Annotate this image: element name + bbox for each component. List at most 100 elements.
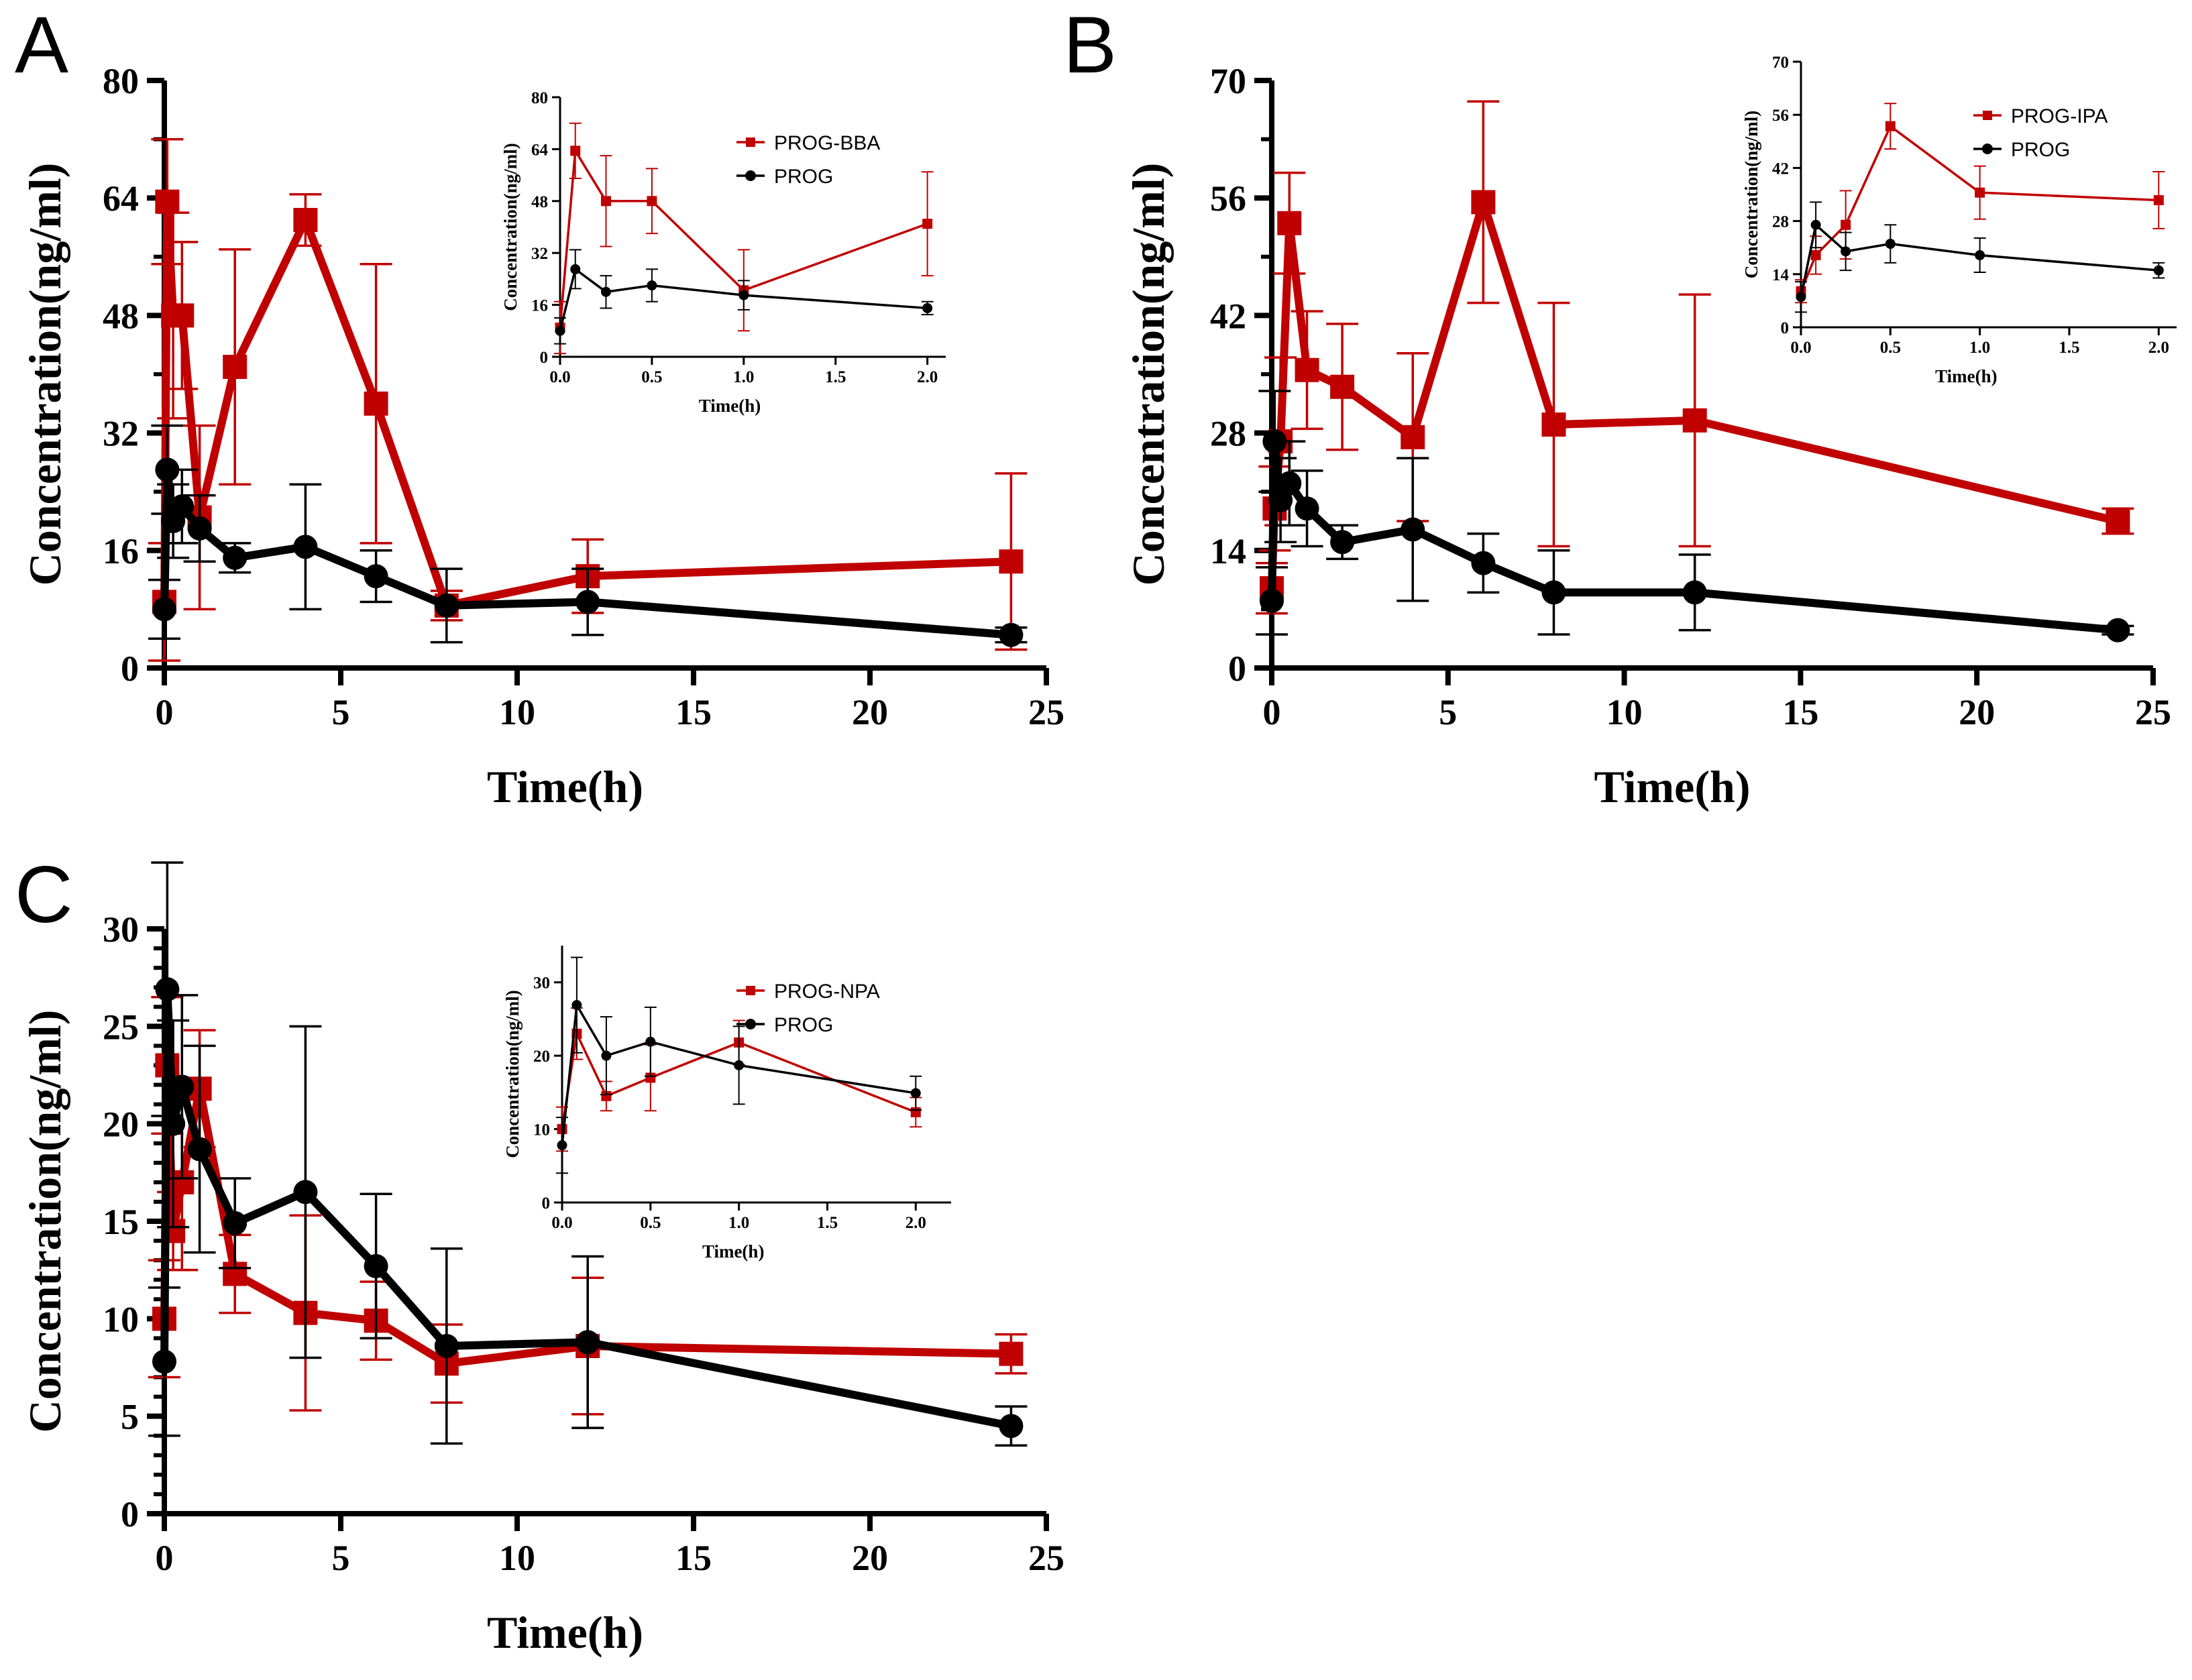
panel-c-main-series-1-point (161, 1111, 186, 1136)
panel-a-inset-x-tick-label: 2.0 (917, 368, 938, 386)
panel-c-inset-y-tick-label: 30 (533, 974, 550, 993)
panel-c-inset-y-label: Concentration(ng/ml) (502, 990, 523, 1158)
panel-b-inset-x-tick-label: 2.0 (2148, 339, 2169, 357)
panel-a-inset-series-1-point (922, 302, 933, 313)
panel-c-legend-label: PROG-NPA (774, 981, 880, 1003)
panel-c-main-series-1-point (576, 1330, 600, 1355)
panel-c-inset-series-1-point (571, 1000, 582, 1011)
panel-c-inset-series-0-line (561, 1032, 916, 1129)
panel-a-inset-series-1-point (555, 325, 565, 336)
panel-b-inset-y-tick-label: 42 (1772, 160, 1789, 178)
panel-b-main-y-tick-label: 56 (1210, 178, 1246, 219)
panel-c-main-y-tick-label: 5 (121, 1397, 139, 1437)
panel-b-main-x-tick-label: 0 (1263, 692, 1281, 732)
panel-a-main-series-1-point (293, 535, 318, 559)
panel-a-inset-y-tick-label: 0 (540, 349, 549, 367)
panel-b-inset-series-0-point (1885, 121, 1896, 131)
panel-a-main-series-0-point (155, 189, 180, 214)
panel-b-main-y-tick-label: 70 (1210, 61, 1246, 101)
panel-a-inset-y-tick-label: 16 (531, 297, 548, 315)
panel-a-main-series-1-point (223, 545, 248, 570)
panel-a-main-series-0-point (170, 303, 195, 328)
panel-b-inset-x-tick-label: 0.5 (1880, 339, 1901, 357)
panel-a-legend-marker (745, 170, 756, 181)
panel-b-inset-series-1-point (2153, 265, 2164, 276)
panel-b-legend: PROG-IPA PROG (1973, 105, 2107, 161)
panel-c-inset-x-label: Time(h) (702, 1241, 765, 1262)
panel-b-inset-y-tick-label: 70 (1772, 54, 1789, 72)
panel-b-main-x-tick-label: 5 (1439, 692, 1457, 732)
panel-c-main-series-1-point (187, 1137, 212, 1162)
panel-a-inset-series-0-point (922, 219, 933, 229)
panel-c-inset-x-tick-label: 2.0 (906, 1214, 926, 1232)
panel-c-main-y-tick-label: 15 (103, 1202, 139, 1242)
panel-a-main-x-tick-label: 15 (675, 692, 712, 732)
panel-b-main-series-0-point (2105, 509, 2130, 533)
panel-c-inset-series-0-point (601, 1090, 612, 1101)
panel-c-main-series-1-point (293, 1180, 318, 1205)
panel-a-inset-x-tick-label: 1.0 (733, 368, 754, 386)
panel-c-main-series-1-point (223, 1211, 248, 1235)
panel-b-inset-series-1-line (1800, 223, 2159, 298)
panel-c-main-x-tick-label: 25 (1028, 1538, 1064, 1578)
panel-c-inset-series-0-point (645, 1072, 656, 1083)
panel-b-inset-y-tick-label: 14 (1772, 266, 1790, 284)
panel-c-main-y-tick-label: 0 (121, 1494, 139, 1534)
panel-b-inset-y-tick-label: 28 (1772, 213, 1789, 231)
panel-c-main-series-1-point (999, 1414, 1024, 1439)
panel-b-main-series-0-point (1277, 211, 1302, 235)
panel-a-inset-series-1-line (559, 268, 928, 331)
panel-c-inset-y-tick-label: 10 (533, 1121, 550, 1139)
panel-c-inset-y-tick-label: 20 (533, 1048, 550, 1066)
panel-b-inset-x-tick-label: 1.0 (1969, 339, 1990, 357)
panel-a-inset-series-1-point (600, 286, 611, 297)
panel-a-main-y-label: Concentration(ng/ml) (19, 163, 70, 586)
panel-b-main-y-label: Concentration(ng/ml) (1123, 163, 1174, 586)
panel-b-legend-marker (1982, 144, 1993, 154)
panel-c-legend-marker (746, 986, 755, 995)
panel-b-inset-series-0-point (1810, 250, 1821, 261)
panel-b-inset-x-label: Time(h) (1935, 366, 1997, 386)
panel-c-main-y-label: Concentration(ng/ml) (19, 1010, 70, 1433)
panel-a-main-x-tick-label: 25 (1028, 692, 1064, 732)
panel-a-inset-series-1-point (738, 290, 749, 300)
panel-a-main-y-tick-label: 80 (103, 61, 139, 101)
panel-c-inset-x-tick-label: 0.0 (551, 1214, 572, 1232)
panel-a-inset-series-0-line (559, 150, 928, 328)
panel-b-legend-label: PROG (2011, 139, 2070, 161)
panel-c-inset-x-tick-label: 1.5 (817, 1214, 838, 1232)
panel-c-inset-series-1-point (557, 1140, 567, 1151)
panel-b-inset-series-1-point (1810, 219, 1821, 230)
panel-a-main-y-tick-label: 16 (103, 531, 139, 571)
panel-a-inset-series-0-point (647, 196, 657, 207)
panel-a-main-x-tick-label: 10 (499, 692, 535, 732)
panel-c-inset-y-tick-label: 0 (542, 1194, 551, 1213)
panel-b-main-series-0-point (1541, 412, 1566, 437)
panel-c-main-y-tick-label: 25 (103, 1007, 139, 1047)
panel-c-main-x-tick-label: 5 (332, 1538, 350, 1578)
panel-a-main-series-1-point (999, 622, 1024, 647)
panel-b-main-x-tick-label: 25 (2135, 692, 2171, 732)
panel-b-inset-series-1-point (1796, 292, 1806, 302)
panel-a-inset-x-label: Time(h) (699, 396, 761, 416)
panel-c-main-x-tick-label: 15 (675, 1538, 712, 1578)
panel-b-inset-y-label: Concentration(ng/ml) (1741, 111, 1761, 278)
panel-b-main-series-1-point (1277, 471, 1302, 496)
panel-c-inset-series-1-point (910, 1088, 921, 1099)
panel-c-main-x-tick-label: 0 (156, 1538, 174, 1578)
panel-a-main-series-0-point (223, 355, 248, 380)
panel-a-main-series-1-point (155, 457, 180, 482)
panel-a-main-x-tick-label: 5 (332, 692, 350, 732)
panel-a-inset-series-1-point (647, 280, 657, 291)
panel-a-main-y-tick-label: 48 (103, 296, 139, 336)
panel-b-inset-series-0-point (1841, 219, 1851, 230)
panel-a-main-x-tick-label: 20 (852, 692, 888, 732)
panel-a-main-y-tick-label: 32 (103, 414, 139, 454)
panel-c-legend-label: PROG (774, 1014, 833, 1036)
panel-a-letter: A (15, 0, 68, 90)
panel-a-main-series-0-point (364, 391, 388, 416)
panel-c-main-series-1-point (152, 1349, 176, 1374)
panel-b-main-series-1-point (1401, 517, 1425, 542)
panel-c-main-y-tick-label: 20 (103, 1105, 139, 1145)
panel-a-inset-series-1-point (570, 264, 581, 274)
